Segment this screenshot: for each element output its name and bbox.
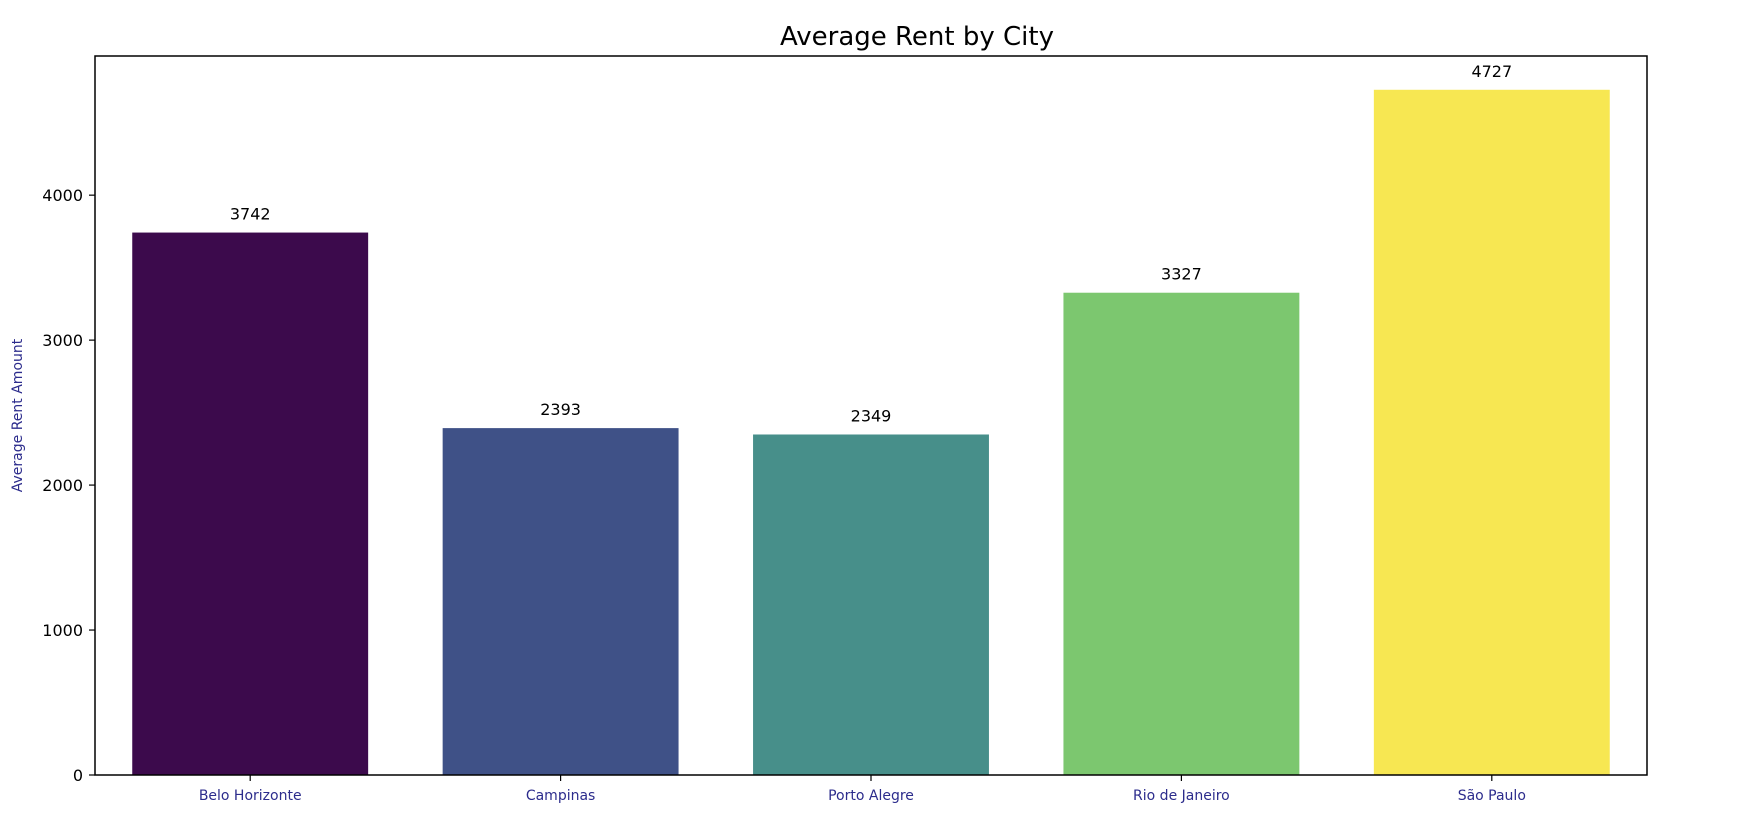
bar-rio-de-janeiro: [1063, 292, 1300, 775]
value-label: 4727: [1471, 62, 1512, 81]
x-tick-label: Porto Alegre: [828, 788, 914, 804]
x-tick-label: Rio de Janeiro: [1133, 788, 1230, 804]
x-tick-label: Campinas: [526, 788, 596, 804]
y-tick-label: 2000: [42, 476, 83, 495]
plot-frame: [94, 55, 1648, 776]
value-label: 2349: [851, 406, 892, 425]
x-axis: Belo Horizonte Campinas Porto Alegre Rio de…: [199, 775, 1526, 804]
value-label: 3742: [230, 205, 271, 224]
value-label: 2393: [540, 400, 581, 419]
bar-campinas: [442, 428, 679, 775]
bar-belo-horizonte: [132, 232, 369, 775]
y-tick-label: 0: [73, 766, 83, 785]
bar-porto-alegre: [753, 434, 989, 775]
value-label: 3327: [1161, 265, 1202, 284]
x-tick-label: Belo Horizonte: [199, 788, 302, 804]
bars-group: [132, 89, 1610, 775]
x-tick-label: São Paulo: [1458, 788, 1526, 804]
y-tick-label: 4000: [42, 186, 83, 205]
y-axis: 0 1000 2000 3000 4000: [42, 186, 95, 785]
chart-title: Average Rent by City: [780, 22, 1054, 52]
y-tick-label: 3000: [42, 331, 83, 350]
bar-s-o-paulo: [1373, 89, 1610, 775]
y-tick-label: 1000: [42, 621, 83, 640]
value-labels-group: 3742 2393 2349 3327 4727: [230, 62, 1512, 426]
y-axis-label: Average Rent Amount: [10, 338, 26, 492]
